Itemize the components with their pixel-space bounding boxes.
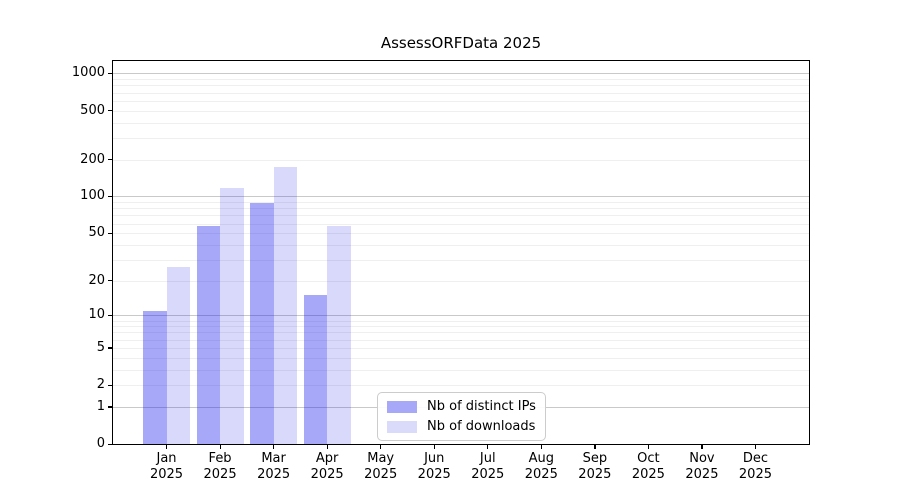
legend-item-downloads: Nb of downloads: [387, 419, 536, 434]
major-gridline: [113, 196, 809, 198]
y-tick-mark: [108, 406, 113, 408]
minor-gridline: [113, 159, 809, 161]
x-tick-mark: [273, 444, 275, 449]
bar-nb-of-downloads-jan-2025: [166, 267, 191, 444]
minor-gridline: [113, 280, 809, 282]
minor-gridline: [113, 347, 809, 349]
minor-gridline: [113, 332, 809, 334]
x-tick-label: Jun 2025: [417, 451, 451, 482]
bar-nb-of-distinct-ips-apr-2025: [303, 295, 328, 444]
x-tick-mark: [219, 444, 221, 449]
legend: Nb of distinct IPs Nb of downloads: [377, 392, 546, 441]
bar-nb-of-distinct-ips-jan-2025: [143, 310, 167, 444]
minor-gridline: [113, 100, 809, 102]
y-tick-label: 2: [96, 377, 105, 393]
x-tick-label: Nov 2025: [685, 451, 719, 482]
minor-gridline: [113, 85, 809, 87]
x-tick-mark: [594, 444, 596, 449]
chart-title: AssessORFData 2025: [380, 34, 542, 52]
bar-nb-of-distinct-ips-feb-2025: [196, 226, 221, 444]
bar-nb-of-downloads-mar-2025: [273, 166, 298, 444]
minor-gridline: [113, 259, 809, 261]
bar-nb-of-distinct-ips-mar-2025: [250, 202, 274, 444]
y-tick-label: 200: [80, 151, 105, 167]
x-tick-mark: [166, 444, 168, 449]
x-tick-label: Oct 2025: [631, 451, 665, 482]
legend-swatch-downloads: [387, 420, 417, 433]
minor-gridline: [113, 79, 809, 81]
y-tick-label: 1: [96, 398, 105, 414]
minor-gridline: [113, 339, 809, 341]
legend-swatch-distinct-ips: [387, 400, 417, 413]
major-gridline: [113, 315, 809, 317]
bar-nb-of-downloads-apr-2025: [327, 226, 351, 444]
x-tick-label: Mar 2025: [257, 451, 291, 482]
legend-label-downloads: Nb of downloads: [427, 419, 536, 434]
legend-item-distinct-ips: Nb of distinct IPs: [387, 399, 536, 414]
y-tick-label: 100: [80, 188, 105, 204]
minor-gridline: [113, 244, 809, 246]
x-tick-label: Apr 2025: [310, 451, 344, 482]
y-tick-mark: [108, 159, 113, 161]
bar-nb-of-downloads-feb-2025: [220, 187, 244, 444]
x-tick-mark: [647, 444, 650, 449]
minor-gridline: [113, 233, 809, 235]
minor-gridline: [113, 202, 809, 204]
x-tick-mark: [754, 444, 757, 449]
legend-label-distinct-ips: Nb of distinct IPs: [427, 399, 536, 414]
major-gridline: [113, 73, 809, 75]
y-tick-label: 10: [88, 307, 105, 323]
x-tick-mark: [326, 444, 328, 449]
y-tick-label: 500: [80, 102, 105, 118]
minor-gridline: [113, 357, 809, 359]
minor-gridline: [113, 223, 809, 225]
x-tick-mark: [487, 444, 489, 449]
y-tick-mark: [108, 195, 113, 198]
minor-gridline: [113, 110, 809, 112]
y-tick-mark: [108, 347, 113, 349]
x-tick-label: May 2025: [364, 451, 398, 482]
x-tick-mark: [701, 444, 703, 449]
minor-gridline: [113, 137, 809, 139]
minor-gridline: [113, 369, 809, 371]
y-tick-label: 1000: [71, 65, 105, 81]
minor-gridline: [113, 385, 809, 387]
y-tick-mark: [108, 314, 113, 317]
y-tick-mark: [108, 72, 113, 75]
y-tick-mark: [108, 110, 113, 112]
minor-gridline: [113, 326, 809, 328]
minor-gridline: [113, 320, 809, 322]
x-tick-label: Sep 2025: [578, 451, 612, 482]
x-tick-label: Jan 2025: [149, 451, 184, 482]
x-tick-mark: [540, 444, 542, 449]
x-tick-mark: [380, 444, 382, 449]
y-tick-label: 5: [96, 339, 105, 355]
y-tick-label: 20: [88, 272, 105, 288]
plot-area: [113, 61, 809, 444]
x-tick-label: Feb 2025: [203, 451, 237, 482]
y-tick-mark: [108, 443, 113, 445]
y-tick-label: 0: [96, 436, 105, 451]
y-tick-mark: [108, 384, 113, 386]
minor-gridline: [113, 92, 809, 94]
x-tick-label: Jul 2025: [471, 451, 505, 482]
y-tick-mark: [108, 280, 113, 282]
y-tick-label: 50: [88, 225, 105, 241]
minor-gridline: [113, 215, 809, 217]
x-tick-mark: [433, 444, 435, 449]
x-tick-label: Aug 2025: [524, 451, 558, 482]
minor-gridline: [113, 208, 809, 210]
minor-gridline: [113, 122, 809, 124]
x-tick-label: Dec 2025: [738, 451, 772, 482]
y-tick-mark: [108, 232, 113, 234]
